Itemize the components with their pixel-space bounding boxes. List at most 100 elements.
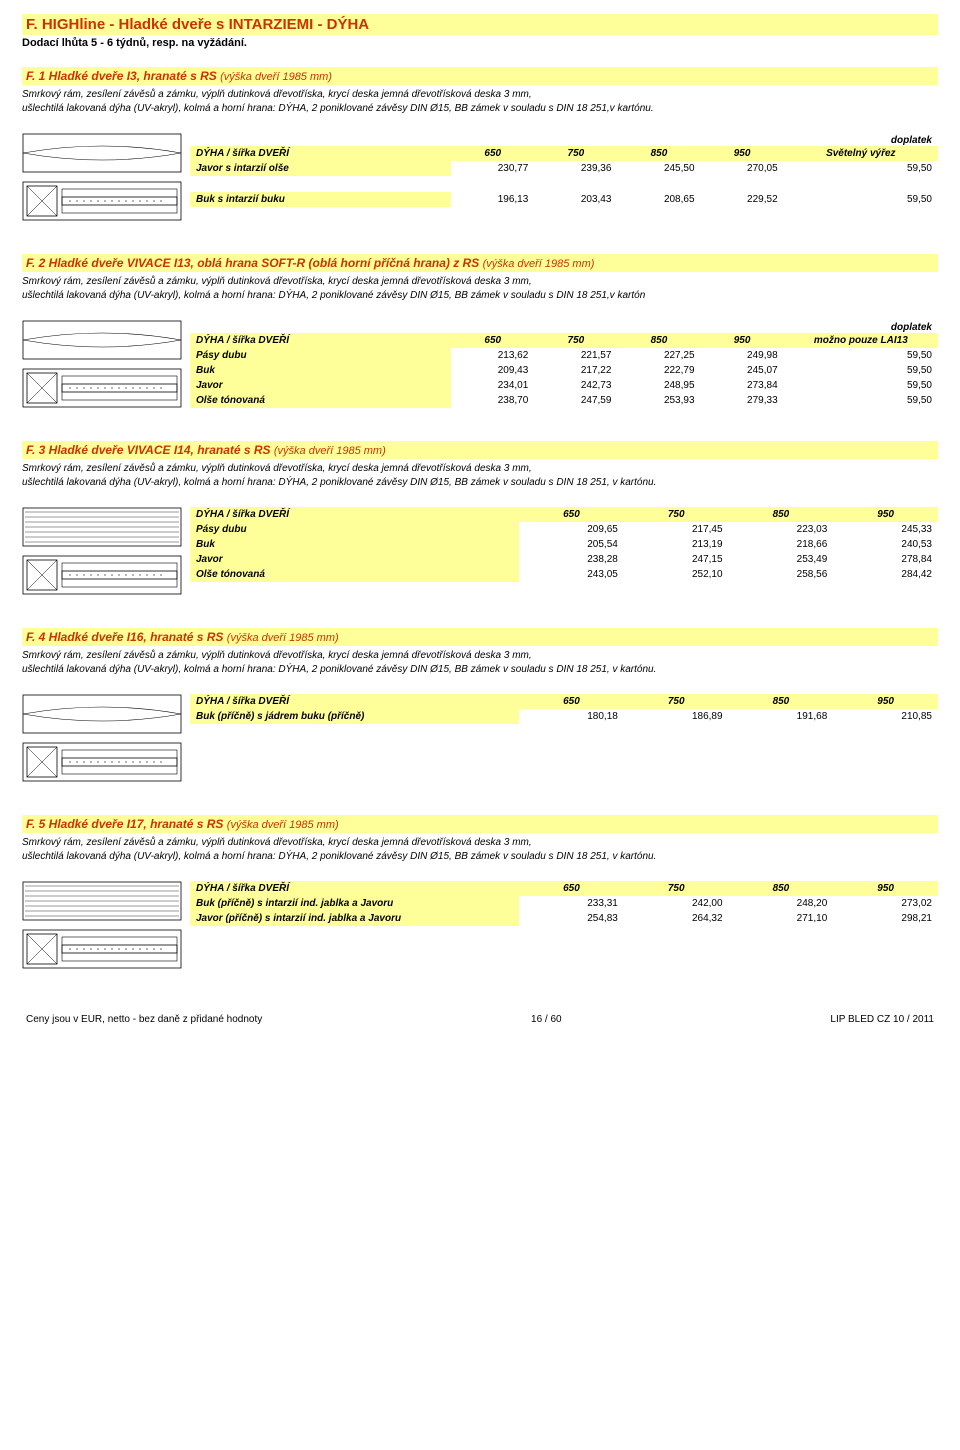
cell-value: 245,33 bbox=[833, 522, 938, 537]
section-title: F. 2 Hladké dveře VIVACE I13, oblá hrana… bbox=[22, 254, 938, 272]
cell-value: 191,68 bbox=[729, 709, 834, 724]
door-diagram-1 bbox=[22, 133, 182, 226]
section-desc: Smrkový rám, zesílení závěsů a zámku, vý… bbox=[22, 275, 938, 302]
table-header-label: DÝHA / šířka DVEŘÍ bbox=[190, 694, 519, 709]
table-header-col: 950 bbox=[701, 146, 784, 161]
doplatek-header: možno pouze LAI13 bbox=[784, 333, 938, 348]
price-table: DÝHA / šířka DVEŘÍ650750850950Pásy dubu2… bbox=[190, 507, 938, 582]
content-row: DÝHA / šířka DVEŘÍ650750850950Buk (příčn… bbox=[22, 881, 938, 974]
cell-value: 223,03 bbox=[729, 522, 834, 537]
cell-value: 209,65 bbox=[519, 522, 624, 537]
table-header-col: 750 bbox=[624, 694, 729, 709]
cell-value: 203,43 bbox=[534, 192, 617, 207]
cell-value: 59,50 bbox=[784, 348, 938, 363]
cell-value: 230,77 bbox=[451, 161, 534, 176]
cell-value: 217,45 bbox=[624, 522, 729, 537]
cell-value: 210,85 bbox=[833, 709, 938, 724]
doplatek-label: doplatek bbox=[784, 133, 938, 146]
row-label: Buk bbox=[190, 537, 519, 552]
cell-value: 238,28 bbox=[519, 552, 624, 567]
cell-value: 239,36 bbox=[534, 161, 617, 176]
footer-center: 16 / 60 bbox=[531, 1014, 562, 1025]
cell-value: 253,93 bbox=[617, 393, 700, 408]
door-diagram-2 bbox=[22, 881, 182, 974]
cell-value: 217,22 bbox=[534, 363, 617, 378]
cell-value: 227,25 bbox=[617, 348, 700, 363]
table-header-label: DÝHA / šířka DVEŘÍ bbox=[190, 333, 451, 348]
cell-value: 245,50 bbox=[617, 161, 700, 176]
cell-value: 247,59 bbox=[534, 393, 617, 408]
table-header-col: 750 bbox=[624, 507, 729, 522]
table-header-col: 750 bbox=[534, 333, 617, 348]
cell-value: 264,32 bbox=[624, 911, 729, 926]
row-label: Pásy dubu bbox=[190, 522, 519, 537]
cell-value: 271,10 bbox=[729, 911, 834, 926]
row-label: Buk bbox=[190, 363, 451, 378]
table-header-col: 950 bbox=[833, 881, 938, 896]
table-header-label: DÝHA / šířka DVEŘÍ bbox=[190, 507, 519, 522]
table-header-col: 650 bbox=[519, 507, 624, 522]
content-row: doplatekDÝHA / šířka DVEŘÍ650750850950mo… bbox=[22, 320, 938, 413]
cell-value: 273,02 bbox=[833, 896, 938, 911]
section-title-bold: F. 1 Hladké dveře I3, hranaté s RS bbox=[26, 69, 217, 83]
cell-value: 59,50 bbox=[784, 363, 938, 378]
table-header-col: 950 bbox=[833, 694, 938, 709]
section-title: F. 4 Hladké dveře I16, hranaté s RS (výš… bbox=[22, 628, 938, 646]
cell-value: 273,84 bbox=[701, 378, 784, 393]
section: F. 1 Hladké dveře I3, hranaté s RS (výšk… bbox=[22, 67, 938, 226]
row-label: Buk (příčně) s jádrem buku (příčně) bbox=[190, 709, 519, 724]
cell-value: 270,05 bbox=[701, 161, 784, 176]
cell-value: 284,42 bbox=[833, 567, 938, 582]
cell-value: 248,95 bbox=[617, 378, 700, 393]
cell-value: 222,79 bbox=[617, 363, 700, 378]
table-header-col: 850 bbox=[617, 146, 700, 161]
table-header-col: 950 bbox=[701, 333, 784, 348]
section-title-bold: F. 2 Hladké dveře VIVACE I13, oblá hrana… bbox=[26, 256, 479, 270]
table-header-col: 650 bbox=[519, 694, 624, 709]
cell-value: 59,50 bbox=[784, 393, 938, 408]
cell-value: 233,31 bbox=[519, 896, 624, 911]
footer: Ceny jsou v EUR, netto - bez daně z přid… bbox=[22, 1014, 938, 1025]
table-header-col: 850 bbox=[729, 507, 834, 522]
cell-value: 234,01 bbox=[451, 378, 534, 393]
row-label: Javor bbox=[190, 552, 519, 567]
table-header-col: 850 bbox=[617, 333, 700, 348]
content-row: doplatekDÝHA / šířka DVEŘÍ650750850950Sv… bbox=[22, 133, 938, 226]
section-title-thin: (výška dveří 1985 mm) bbox=[227, 632, 339, 644]
doc-title: F. HIGHline - Hladké dveře s INTARZIEMI … bbox=[22, 14, 938, 35]
cell-value: 205,54 bbox=[519, 537, 624, 552]
table-header-label: DÝHA / šířka DVEŘÍ bbox=[190, 146, 451, 161]
price-table: doplatekDÝHA / šířka DVEŘÍ650750850950mo… bbox=[190, 320, 938, 408]
cell-value: 213,62 bbox=[451, 348, 534, 363]
cell-value: 258,56 bbox=[729, 567, 834, 582]
section-title-thin: (výška dveří 1985 mm) bbox=[220, 71, 332, 83]
table-header-col: 650 bbox=[451, 333, 534, 348]
cell-value: 229,52 bbox=[701, 192, 784, 207]
section-title: F. 3 Hladké dveře VIVACE I14, hranaté s … bbox=[22, 441, 938, 459]
cell-value: 248,20 bbox=[729, 896, 834, 911]
cell-value: 278,84 bbox=[833, 552, 938, 567]
section-title-bold: F. 4 Hladké dveře I16, hranaté s RS bbox=[26, 630, 223, 644]
footer-right: LIP BLED CZ 10 / 2011 bbox=[830, 1014, 934, 1025]
price-table: DÝHA / šířka DVEŘÍ650750850950Buk (příčn… bbox=[190, 881, 938, 926]
cell-value: 249,98 bbox=[701, 348, 784, 363]
cell-value: 218,66 bbox=[729, 537, 834, 552]
cell-value: 186,89 bbox=[624, 709, 729, 724]
cell-value: 247,15 bbox=[624, 552, 729, 567]
section-title: F. 5 Hladké dveře I17, hranaté s RS (výš… bbox=[22, 815, 938, 833]
table-header-label: DÝHA / šířka DVEŘÍ bbox=[190, 881, 519, 896]
section-desc: Smrkový rám, zesílení závěsů a zámku, vý… bbox=[22, 649, 938, 676]
table-header-col: 750 bbox=[534, 146, 617, 161]
section-title-thin: (výška dveří 1985 mm) bbox=[227, 819, 339, 831]
table-header-col: 850 bbox=[729, 881, 834, 896]
cell-value: 59,50 bbox=[784, 161, 938, 176]
row-label: Buk (příčně) s intarzií ind. jablka a Ja… bbox=[190, 896, 519, 911]
row-label: Olše tónovaná bbox=[190, 567, 519, 582]
section-desc: Smrkový rám, zesílení závěsů a zámku, vý… bbox=[22, 88, 938, 115]
cell-value: 213,19 bbox=[624, 537, 729, 552]
cell-value: 240,53 bbox=[833, 537, 938, 552]
cell-value: 221,57 bbox=[534, 348, 617, 363]
cell-value: 279,33 bbox=[701, 393, 784, 408]
cell-value: 238,70 bbox=[451, 393, 534, 408]
price-table: DÝHA / šířka DVEŘÍ650750850950Buk (příčn… bbox=[190, 694, 938, 724]
